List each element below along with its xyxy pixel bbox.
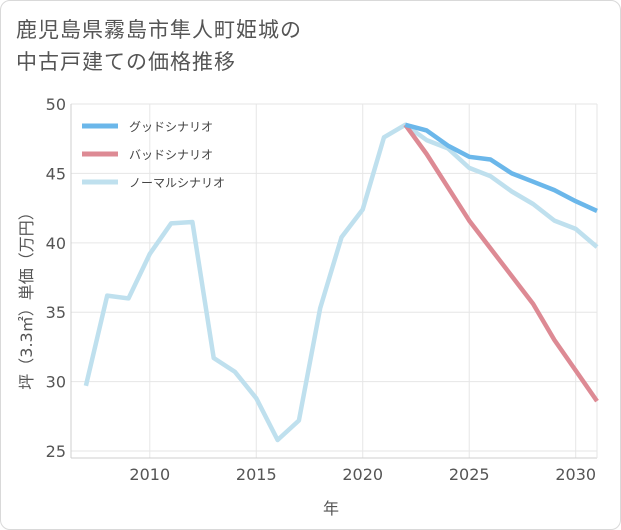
x-tick-label-2015: 2015 (236, 465, 277, 484)
y-tick-label-40: 40 (46, 234, 66, 253)
x-tick-label-2010: 2010 (129, 465, 170, 484)
series-line-bad (403, 123, 599, 403)
chart-title: 鹿児島県霧島市隼人町姫城の 中古戸建ての価格推移 (16, 14, 302, 78)
y-tick-label-35: 35 (46, 303, 66, 322)
series-lines (83, 122, 599, 443)
x-axis-title: 年 (323, 499, 339, 518)
x-tick-label-2025: 2025 (449, 465, 490, 484)
legend-label-normal: ノーマルシナリオ (129, 176, 225, 190)
tick-labels: 25 30 35 40 45 50 2010 2015 2020 2025 2030 (46, 95, 596, 484)
y-tick-label-45: 45 (46, 164, 66, 183)
legend-label-good: グッドシナリオ (129, 120, 213, 134)
x-tick-label-2030: 2030 (555, 465, 596, 484)
series-line-good (404, 122, 598, 213)
x-tick-label-2020: 2020 (342, 465, 383, 484)
y-tick-label-30: 30 (46, 373, 66, 392)
y-tick-label-25: 25 (46, 442, 66, 461)
y-axis-title: 坪（3.3㎡）単価（万円） (17, 204, 36, 389)
chart-title-line-2: 中古戸建ての価格推移 (16, 50, 236, 74)
legend-label-bad: バッドシナリオ (129, 148, 213, 162)
y-tick-label-50: 50 (46, 95, 66, 114)
series-line-normal (83, 122, 599, 443)
chart-title-line-1: 鹿児島県霧島市隼人町姫城の (16, 18, 302, 42)
